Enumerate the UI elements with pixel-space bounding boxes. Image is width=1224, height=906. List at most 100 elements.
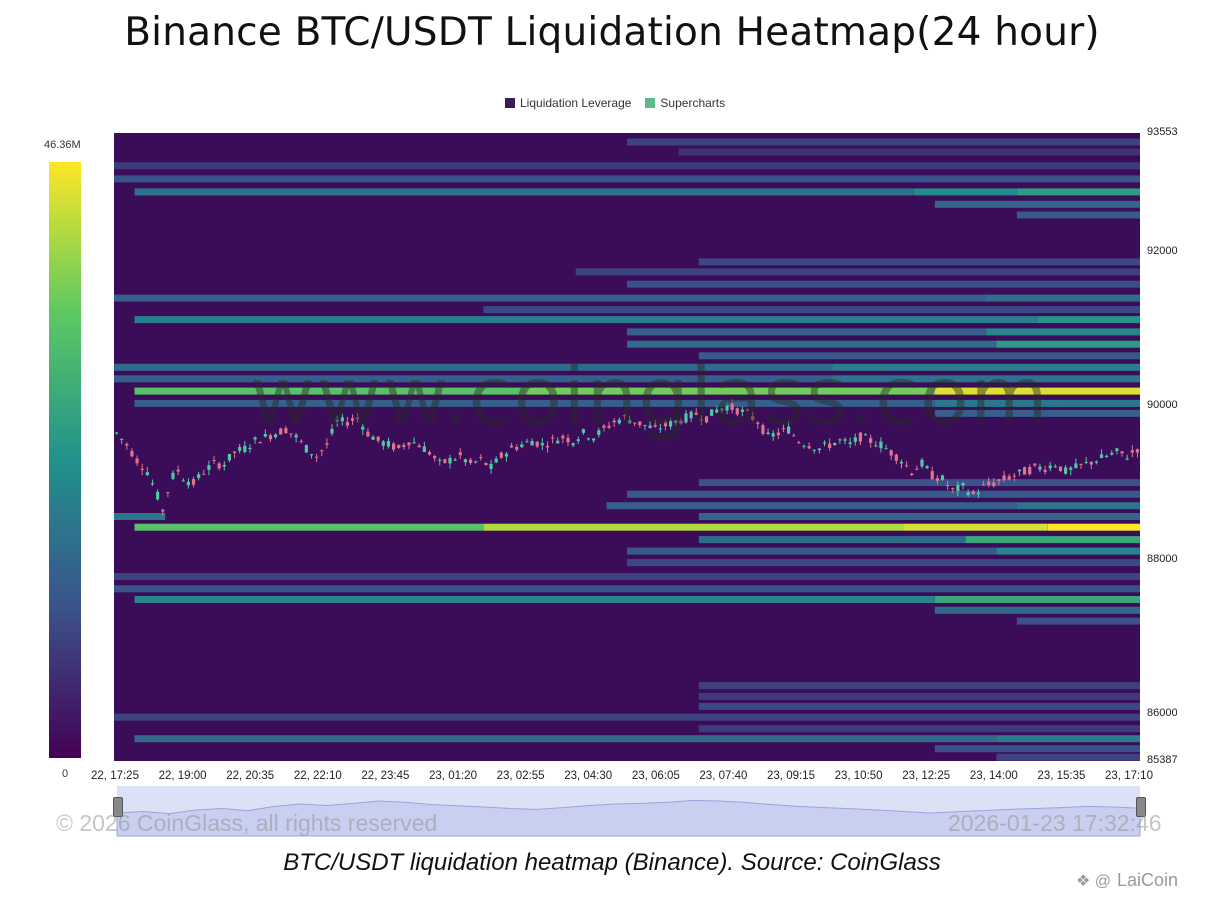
candle <box>925 465 929 470</box>
heatmap-band-22-0[interactable] <box>627 490 1140 498</box>
heatmap-band-37-0[interactable] <box>698 702 1140 710</box>
heatmap-band-23-1[interactable] <box>1016 502 1140 510</box>
navigator-handle-left[interactable] <box>113 797 123 817</box>
heatmap-band-27-1[interactable] <box>965 536 1140 544</box>
heatmap-band-10-1[interactable] <box>986 294 1140 302</box>
candle <box>761 423 765 436</box>
candle <box>756 420 760 429</box>
y-tick-label: 93553 <box>1147 126 1178 138</box>
heatmap-band-14-1[interactable] <box>996 340 1140 348</box>
candle <box>992 478 996 488</box>
heatmap-band-28-1[interactable] <box>996 547 1140 555</box>
heatmap-band-23-0[interactable] <box>606 502 1017 510</box>
heatmap-band-39-0[interactable] <box>698 725 1140 733</box>
heatmap-band-18-1[interactable] <box>524 387 935 395</box>
heatmap-band-17-1[interactable] <box>832 375 1140 383</box>
heatmap-band-32-1[interactable] <box>934 596 1140 603</box>
heatmap-band-10-0[interactable] <box>114 294 987 302</box>
heatmap-band-26-2[interactable] <box>904 523 1048 531</box>
heatmap-band-26-3[interactable] <box>1047 523 1140 531</box>
candle <box>330 424 334 436</box>
heatmap-band-26-0[interactable] <box>134 523 484 531</box>
heatmap-band-19-1[interactable] <box>934 399 1140 407</box>
legend-item-supercharts[interactable]: Supercharts <box>645 96 725 110</box>
candle <box>371 435 375 440</box>
brand: ❖ @ LaiCoin <box>1076 870 1178 891</box>
heatmap-band-17-0[interactable] <box>114 375 833 383</box>
legend-item-liquidation-leverage[interactable]: Liquidation Leverage <box>505 96 631 110</box>
candle <box>833 442 837 446</box>
heatmap-band-12-0[interactable] <box>134 316 1038 324</box>
heatmap-band-6-0[interactable] <box>1016 211 1140 219</box>
heatmap-band-16-0[interactable] <box>114 363 833 371</box>
candle <box>638 421 642 428</box>
heatmap-band-1-0[interactable] <box>678 148 1140 156</box>
heatmap-band-11-0[interactable] <box>483 306 1140 314</box>
heatmap-band-24-0[interactable] <box>114 513 166 520</box>
candle <box>689 410 693 423</box>
heatmap-band-34-0[interactable] <box>1016 617 1140 625</box>
heatmap-band-4-1[interactable] <box>914 188 1017 196</box>
heatmap-band-31-0[interactable] <box>114 585 1140 593</box>
heatmap-band-3-0[interactable] <box>114 175 1140 183</box>
heatmap-band-19-0[interactable] <box>134 399 935 407</box>
color-scale-bar <box>49 162 81 758</box>
heatmap-band-18-0[interactable] <box>134 387 525 395</box>
heatmap-band-36-0[interactable] <box>698 692 1140 700</box>
heatmap-band-38-0[interactable] <box>114 713 1140 721</box>
candle <box>843 437 847 445</box>
y-tick-label: 86000 <box>1147 706 1178 719</box>
heatmap-band-8-0[interactable] <box>575 268 1140 276</box>
heatmap-band-27-0[interactable] <box>698 536 966 544</box>
heatmap-band-41-0[interactable] <box>934 745 1140 753</box>
candle <box>1043 465 1047 475</box>
heatmap-band-40-0[interactable] <box>134 735 997 743</box>
heatmap-band-30-0[interactable] <box>114 573 1140 580</box>
x-tick-label: 23, 15:35 <box>1037 770 1086 782</box>
heatmap-band-29-0[interactable] <box>627 559 1140 567</box>
heatmap-band-2-0[interactable] <box>114 162 1140 170</box>
heatmap-band-12-1[interactable] <box>1037 316 1140 324</box>
chart-legend: Liquidation Leverage Supercharts <box>505 95 739 111</box>
heatmap-band-20-0[interactable] <box>934 409 1140 417</box>
candle <box>391 441 396 452</box>
heatmap-band-13-0[interactable] <box>627 328 987 336</box>
heatmap-band-35-0[interactable] <box>698 682 1140 690</box>
heatmap-band-13-1[interactable] <box>986 328 1140 336</box>
candle <box>1115 447 1119 455</box>
heatmap-band-26-1[interactable] <box>483 523 905 531</box>
heatmap-band-40-1[interactable] <box>996 735 1140 743</box>
candle <box>617 417 621 425</box>
heatmap-band-9-0[interactable] <box>627 280 1140 288</box>
heatmap-band-0-0[interactable] <box>627 138 1140 146</box>
candle <box>499 451 503 459</box>
heatmap-band-28-0[interactable] <box>627 547 997 555</box>
heatmap-band-4-0[interactable] <box>134 188 915 196</box>
heatmap-band-16-1[interactable] <box>832 363 1140 371</box>
heatmap-band-7-0[interactable] <box>698 258 1140 266</box>
x-tick-label: 23, 12:25 <box>902 770 951 782</box>
heatmap-band-14-0[interactable] <box>627 340 997 348</box>
candle <box>869 434 873 448</box>
candle <box>309 454 314 459</box>
heatmap-band-42-0[interactable] <box>996 753 1140 761</box>
candle <box>484 462 488 466</box>
heatmap-band-4-2[interactable] <box>1016 188 1140 196</box>
heatmap-band-32-0[interactable] <box>134 596 935 603</box>
heatmap-band-5-0[interactable] <box>934 200 1140 208</box>
candle <box>838 438 842 444</box>
heatmap-band-33-0[interactable] <box>934 606 1140 614</box>
candle <box>171 470 175 481</box>
candle <box>853 433 857 446</box>
heatmap-band-25-0[interactable] <box>698 513 1140 520</box>
candle <box>545 441 550 453</box>
candle <box>289 433 293 439</box>
heatmap-band-21-0[interactable] <box>698 479 1140 487</box>
candle <box>535 441 539 449</box>
heatmap-band-15-0[interactable] <box>698 352 1140 360</box>
candle <box>1058 466 1063 473</box>
candle <box>494 456 498 463</box>
navigator-handle-right[interactable] <box>1136 797 1146 817</box>
heatmap-band-18-2[interactable] <box>934 387 1140 395</box>
